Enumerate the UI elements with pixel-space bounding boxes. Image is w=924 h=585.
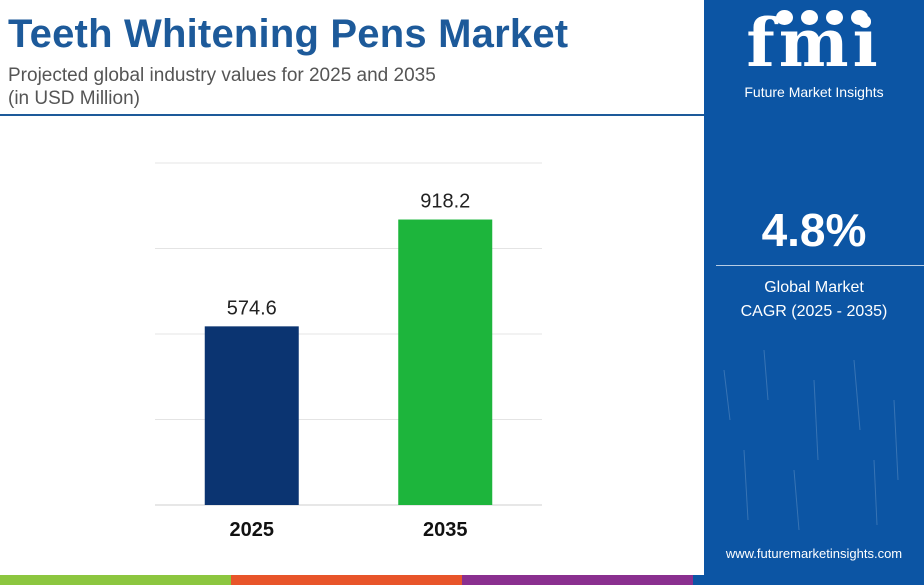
side-panel: fmi Future Market Insights 4.8% Global M… bbox=[704, 0, 924, 575]
strip-segment-2 bbox=[231, 575, 462, 585]
logo-icon-4 bbox=[851, 10, 868, 25]
logo-icon-2 bbox=[801, 10, 818, 25]
logo-caption: Future Market Insights bbox=[744, 84, 884, 100]
bottom-color-strip bbox=[0, 575, 924, 585]
cagr-label-line-1: Global Market bbox=[764, 279, 864, 296]
bar-2035 bbox=[398, 219, 493, 506]
strip-segment-1 bbox=[0, 575, 231, 585]
cagr-value: 4.8% bbox=[761, 204, 867, 256]
panel-divider bbox=[716, 265, 924, 266]
logo-icon-3 bbox=[826, 10, 843, 25]
strip-segment-3 bbox=[462, 575, 693, 585]
fmi-logo: fmi bbox=[746, 4, 882, 82]
cagr-label-line-2: CAGR (2025 - 2035) bbox=[740, 303, 888, 320]
chart-title: Teeth Whitening Pens Market bbox=[8, 12, 569, 56]
bar-2025 bbox=[204, 326, 299, 505]
subtitle-line-1: Projected global industry values for 202… bbox=[8, 65, 436, 86]
data-label-2025: 574.6 bbox=[227, 297, 277, 319]
chart-subtitle: Projected global industry values for 202… bbox=[8, 64, 436, 110]
logo-icons bbox=[776, 10, 896, 26]
subtitle-line-2: (in USD Million) bbox=[8, 88, 140, 109]
data-label-2035: 918.2 bbox=[420, 191, 470, 213]
cagr-label: Global Market CAGR (2025 - 2035) bbox=[704, 276, 924, 324]
x-tick-label-2025: 2025 bbox=[230, 519, 275, 541]
website-url[interactable]: www.futuremarketinsights.com bbox=[725, 546, 903, 561]
logo-icon-1 bbox=[776, 10, 793, 25]
title-divider bbox=[0, 114, 704, 116]
panel-texture bbox=[723, 349, 899, 531]
x-tick-label-2035: 2035 bbox=[423, 519, 468, 541]
bar-chart: 574.6 2025 918.2 2035 bbox=[155, 162, 542, 541]
strip-segment-4 bbox=[693, 575, 924, 585]
